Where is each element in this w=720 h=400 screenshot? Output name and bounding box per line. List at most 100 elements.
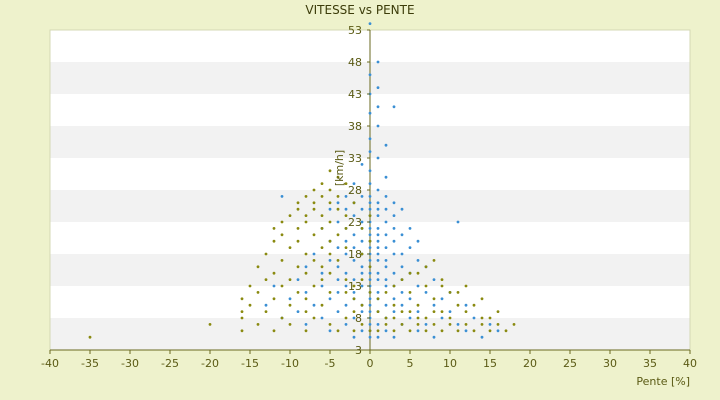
data-point-olive bbox=[280, 284, 284, 288]
data-point-olive bbox=[360, 303, 364, 307]
x-tick-label: 30 bbox=[603, 357, 617, 370]
data-point-olive bbox=[256, 291, 260, 294]
data-point-olive bbox=[312, 201, 316, 205]
data-point-olive bbox=[360, 278, 364, 281]
data-point-olive bbox=[432, 323, 436, 326]
data-point-blue bbox=[352, 214, 356, 218]
data-point-olive bbox=[320, 265, 324, 269]
data-point-olive bbox=[440, 310, 444, 313]
data-point-olive bbox=[384, 323, 388, 326]
data-point-blue bbox=[416, 310, 420, 313]
data-point-blue bbox=[304, 323, 308, 326]
data-point-blue bbox=[360, 284, 364, 288]
x-tick-label: 0 bbox=[367, 357, 374, 370]
data-point-olive bbox=[464, 284, 468, 288]
data-point-olive bbox=[432, 310, 436, 313]
data-point-blue bbox=[352, 233, 356, 237]
data-point-blue bbox=[304, 291, 308, 294]
data-point-blue bbox=[336, 291, 340, 294]
data-point-olive bbox=[344, 316, 348, 320]
y-tick-label: 33 bbox=[348, 152, 362, 165]
data-point-blue bbox=[360, 163, 364, 166]
data-point-olive bbox=[336, 259, 340, 262]
data-point-blue bbox=[376, 86, 380, 89]
y-tick-label: 13 bbox=[348, 280, 362, 293]
data-point-olive bbox=[312, 316, 316, 320]
data-point-olive bbox=[328, 220, 332, 224]
data-point-olive bbox=[344, 227, 348, 230]
data-point-olive bbox=[344, 214, 348, 218]
y-tick-label: 3 bbox=[355, 344, 362, 357]
data-point-blue bbox=[264, 303, 268, 307]
data-point-olive bbox=[368, 214, 372, 218]
data-point-olive bbox=[272, 271, 276, 275]
data-point-blue bbox=[384, 265, 388, 269]
data-point-blue bbox=[336, 265, 340, 269]
data-point-blue bbox=[400, 233, 404, 237]
data-point-blue bbox=[368, 111, 372, 115]
data-point-blue bbox=[472, 316, 476, 320]
data-point-blue bbox=[352, 182, 356, 186]
data-point-olive bbox=[328, 201, 332, 205]
data-point-olive bbox=[296, 201, 300, 205]
y-tick-label: 28 bbox=[348, 184, 362, 197]
data-point-olive bbox=[400, 323, 404, 326]
data-point-blue bbox=[360, 239, 364, 243]
data-point-olive bbox=[448, 291, 452, 294]
data-point-olive bbox=[304, 195, 308, 198]
data-point-blue bbox=[368, 150, 372, 154]
data-point-blue bbox=[480, 335, 484, 339]
data-point-blue bbox=[392, 201, 396, 205]
x-tick-label: -20 bbox=[201, 357, 219, 370]
data-point-blue bbox=[344, 284, 348, 288]
data-point-blue bbox=[368, 169, 372, 173]
y-tick-label: 43 bbox=[348, 88, 362, 101]
data-point-blue bbox=[368, 233, 372, 237]
data-point-blue bbox=[336, 310, 340, 313]
data-point-olive bbox=[272, 297, 276, 301]
data-point-blue bbox=[328, 297, 332, 301]
data-point-olive bbox=[368, 329, 372, 333]
data-point-blue bbox=[424, 323, 428, 326]
data-point-blue bbox=[344, 323, 348, 326]
data-point-blue bbox=[496, 329, 500, 333]
data-point-blue bbox=[384, 259, 388, 262]
data-point-olive bbox=[472, 303, 476, 307]
data-point-olive bbox=[264, 278, 268, 281]
data-point-olive bbox=[416, 316, 420, 320]
data-point-olive bbox=[384, 291, 388, 294]
data-point-blue bbox=[368, 335, 372, 339]
data-point-olive bbox=[392, 303, 396, 307]
data-point-blue bbox=[384, 284, 388, 288]
data-point-blue bbox=[360, 329, 364, 333]
data-point-blue bbox=[392, 335, 396, 339]
data-point-olive bbox=[480, 316, 484, 320]
data-point-olive bbox=[456, 291, 460, 294]
data-point-blue bbox=[368, 303, 372, 307]
data-point-blue bbox=[408, 246, 412, 250]
data-point-olive bbox=[504, 329, 508, 333]
data-point-olive bbox=[320, 195, 324, 198]
data-point-olive bbox=[328, 291, 332, 294]
data-point-blue bbox=[312, 252, 316, 256]
y-tick-label: 23 bbox=[348, 216, 362, 229]
data-point-olive bbox=[320, 214, 324, 218]
data-point-blue bbox=[336, 278, 340, 281]
data-point-blue bbox=[384, 175, 388, 179]
x-tick-label: 5 bbox=[407, 357, 414, 370]
data-point-olive bbox=[296, 265, 300, 269]
data-point-blue bbox=[368, 227, 372, 230]
data-point-olive bbox=[304, 214, 308, 218]
data-point-blue bbox=[344, 207, 348, 211]
data-point-blue bbox=[360, 265, 364, 269]
data-point-blue bbox=[456, 323, 460, 326]
data-point-blue bbox=[344, 195, 348, 198]
data-point-blue bbox=[488, 323, 492, 326]
data-point-olive bbox=[272, 239, 276, 243]
data-point-olive bbox=[352, 329, 356, 333]
data-point-blue bbox=[440, 297, 444, 301]
data-point-olive bbox=[312, 188, 316, 192]
data-point-blue bbox=[432, 303, 436, 307]
data-point-olive bbox=[304, 252, 308, 256]
data-point-blue bbox=[376, 214, 380, 218]
